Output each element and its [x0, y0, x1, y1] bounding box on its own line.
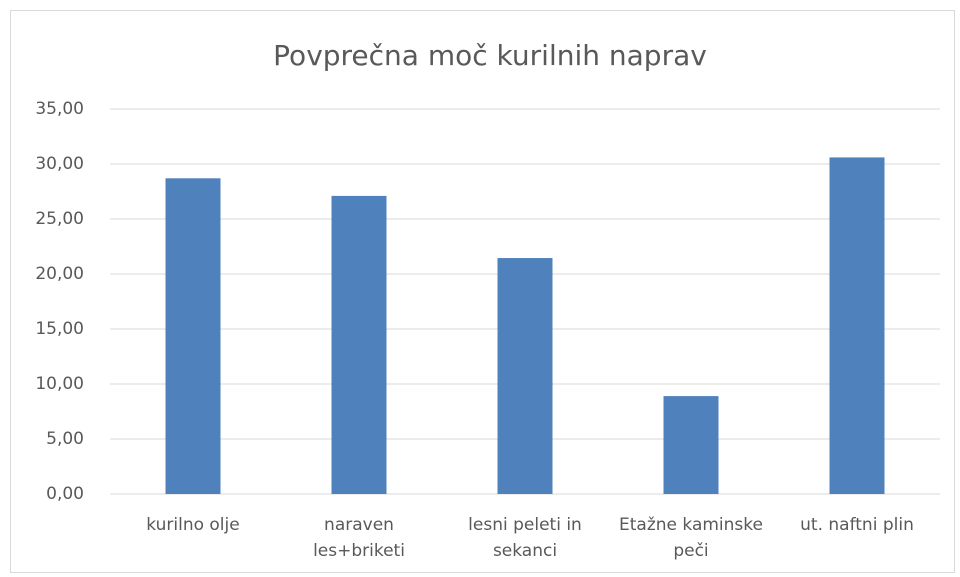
- y-tick-label: 15,00: [35, 319, 84, 339]
- y-tick-label: 25,00: [35, 209, 84, 229]
- y-tick-label: 30,00: [35, 154, 84, 174]
- y-tick-label: 5,00: [46, 429, 84, 449]
- chart-border: [10, 10, 955, 573]
- bar: [663, 396, 719, 494]
- y-tick-label: 0,00: [46, 484, 84, 504]
- y-tick-label: 35,00: [35, 99, 84, 119]
- bar: [497, 258, 553, 494]
- bar: [331, 195, 387, 494]
- x-tick-label: ut. naftni plin: [800, 515, 914, 535]
- bar: [165, 178, 221, 495]
- x-tick-label: naraven les+briketi: [313, 515, 405, 561]
- chart-title: Povprečna moč kurilnih naprav: [273, 39, 707, 72]
- y-tick-label: 10,00: [35, 374, 84, 394]
- y-tick-label: 20,00: [35, 264, 84, 284]
- x-tick-label: lesni peleti in sekanci: [468, 515, 582, 561]
- bar: [829, 157, 885, 494]
- x-tick-label: kurilno olje: [146, 515, 240, 535]
- x-tick-label: Etažne kaminske peči: [619, 515, 763, 561]
